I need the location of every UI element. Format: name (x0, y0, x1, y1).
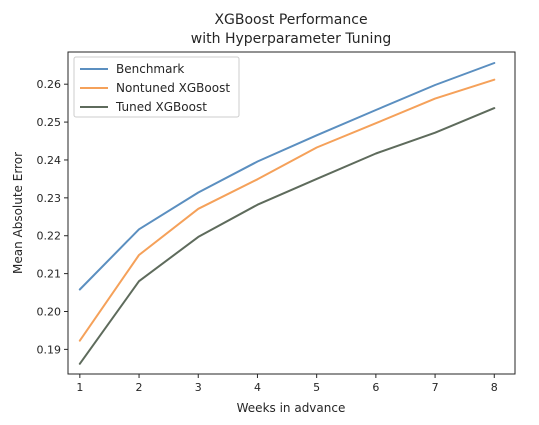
series-line-nontuned-xgboost (78, 78, 496, 342)
plot-area (67, 51, 516, 375)
y-tick-label: 0.20 (37, 305, 62, 318)
series-line-benchmark (78, 62, 496, 291)
y-tick-label: 0.22 (37, 230, 62, 243)
x-tick-label: 3 (195, 381, 202, 394)
x-tick-label: 5 (313, 381, 320, 394)
legend-label-tuned-xgboost: Tuned XGBoost (115, 100, 207, 114)
y-tick-label: 0.23 (37, 192, 62, 205)
x-tick-label: 2 (136, 381, 143, 394)
series-lines (78, 62, 496, 365)
legend-box (73, 56, 240, 118)
x-tick-label: 6 (372, 381, 379, 394)
y-axis-ticks: 0.19 0.20 0.21 0.22 0.23 0.24 0.25 0.26 (37, 78, 68, 356)
x-tick-label: 8 (491, 381, 498, 394)
y-tick-label: 0.25 (37, 116, 62, 129)
legend-label-nontuned-xgboost: Nontuned XGBoost (116, 81, 230, 95)
x-tick-label: 4 (254, 381, 261, 394)
y-tick-label: 0.26 (37, 78, 62, 91)
y-tick-label: 0.21 (37, 268, 62, 281)
x-axis-label: Weeks in advance (237, 401, 346, 415)
legend: Benchmark Nontuned XGBoost Tuned XGBoost (73, 56, 240, 118)
x-tick-label: 1 (76, 381, 83, 394)
y-tick-label: 0.19 (37, 343, 62, 356)
y-axis-label: Mean Absolute Error (11, 152, 25, 274)
chart-title: XGBoost Performance (214, 12, 367, 28)
x-axis-ticks: 1 2 3 4 5 6 7 8 (76, 374, 498, 394)
chart-subtitle: with Hyperparameter Tuning (191, 31, 391, 47)
legend-label-benchmark: Benchmark (116, 62, 184, 76)
x-tick-label: 7 (432, 381, 439, 394)
series-line-tuned-xgboost (78, 107, 496, 365)
y-tick-label: 0.24 (37, 154, 62, 167)
